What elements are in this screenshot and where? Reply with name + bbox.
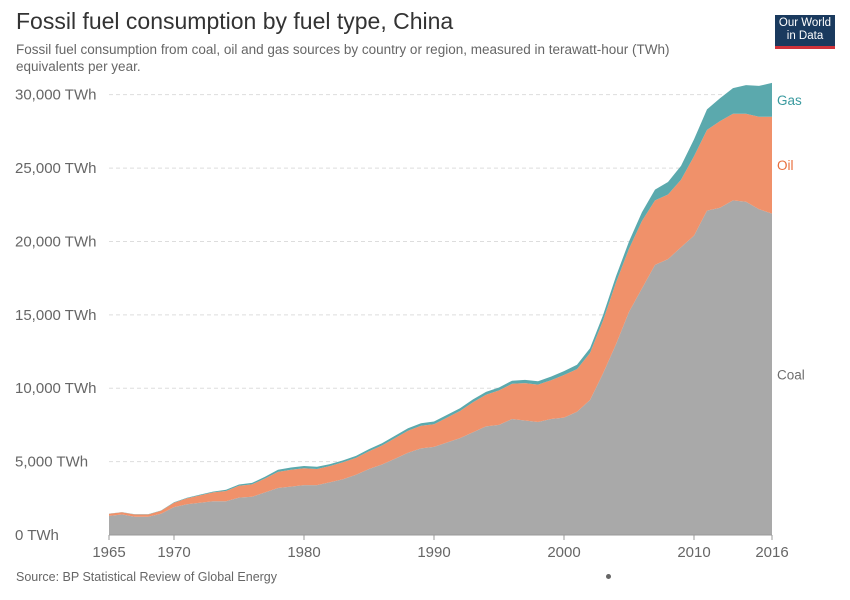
owid-logo[interactable]: Our World in Data (775, 15, 835, 49)
source-note: Source: BP Statistical Review of Global … (16, 570, 278, 584)
area-oil (109, 113, 772, 517)
series-label-coal: Coal (777, 367, 805, 382)
y-tick-label: 25,000 TWh (15, 160, 96, 177)
x-tick-label: 1970 (157, 544, 190, 561)
x-tick-label: 1990 (417, 544, 450, 561)
x-tick-label: 2000 (547, 544, 580, 561)
y-tick-label: 0 TWh (15, 527, 59, 544)
series-label-gas: Gas (777, 93, 802, 108)
area-gas (109, 82, 772, 515)
x-tick-label: 1965 (92, 544, 125, 561)
chart-title: Fossil fuel consumption by fuel type, Ch… (16, 8, 454, 34)
series-label-oil: Oil (777, 158, 794, 173)
logo-line-2: in Data (786, 30, 824, 42)
y-tick-label: 30,000 TWh (15, 87, 96, 104)
x-tick-label: 1980 (287, 544, 320, 561)
logo-line-1: Our World (778, 17, 832, 29)
x-tick-label: 2016 (755, 544, 788, 561)
y-tick-label: 10,000 TWh (15, 380, 96, 397)
area-coal (109, 200, 772, 535)
y-tick-label: 20,000 TWh (15, 233, 96, 250)
y-tick-label: 15,000 TWh (15, 307, 96, 324)
footer-dot (606, 574, 611, 579)
y-tick-label: 5,000 TWh (15, 454, 88, 471)
x-tick-label: 2010 (677, 544, 710, 561)
chart-subtitle: Fossil fuel consumption from coal, oil a… (16, 42, 670, 74)
